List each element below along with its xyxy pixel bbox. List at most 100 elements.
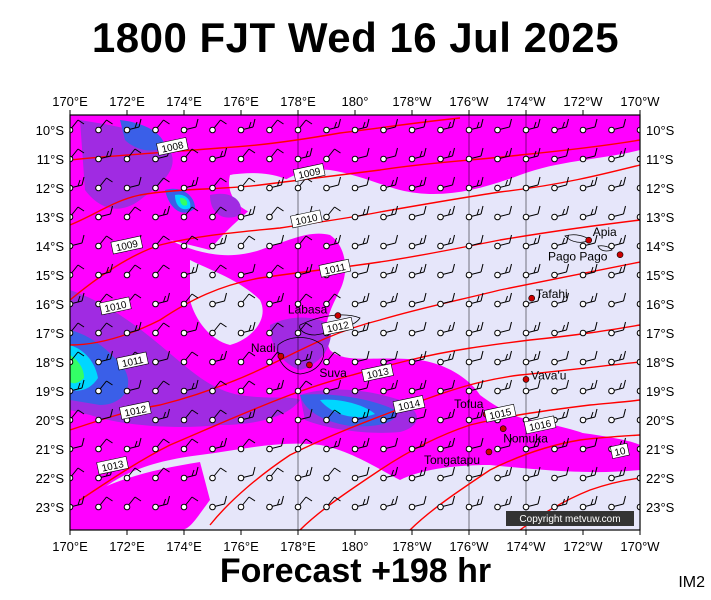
isobar-label-text: 1011 (323, 262, 347, 277)
wind-barb (465, 205, 484, 221)
wind-barb (152, 467, 170, 482)
wind-barb (323, 206, 341, 221)
wind-barb (294, 380, 313, 395)
wind-barb (608, 147, 626, 163)
isobar-label: 1011 (318, 258, 352, 278)
wind-barb (70, 292, 85, 308)
lat-tick-label-right: 22°S (646, 471, 675, 486)
isobar-label-text: 1010 (295, 213, 319, 228)
wind-barb (437, 292, 455, 308)
lat-tick-label-right: 12°S (646, 181, 675, 196)
wind-barb (465, 495, 484, 511)
place-label: Tongatapu (424, 453, 480, 467)
wind-barb (351, 408, 370, 424)
wind-barb (95, 438, 113, 453)
wind-barb (237, 177, 256, 192)
wind-barb (209, 177, 227, 192)
latitude-labels-right: 10°S 11°S 12°S 13°S 14°S 15°S 16°S 17°S 18°S 19°S… (646, 123, 675, 515)
wind-barb (70, 148, 85, 163)
wind-barb (636, 126, 640, 134)
wind-barb (294, 263, 313, 279)
wind-barb (522, 263, 541, 279)
rain-green-1 (70, 355, 84, 384)
copyright-text: Copyright metvuw.com (519, 514, 620, 525)
wind-barb (437, 321, 455, 337)
wind-barb (70, 437, 85, 453)
lon-tick-label-top: 172°E (109, 94, 145, 109)
isobar-label-text: 1010 (104, 300, 128, 315)
lon-tick-label-bottom: 174°E (166, 539, 202, 554)
wind-barb (380, 321, 398, 337)
map-title: 1800 FJT Wed 16 Jul 2025 (91, 14, 620, 61)
wind-barb (237, 438, 256, 453)
wind-barb (351, 321, 370, 337)
wind-barb (408, 437, 427, 453)
wind-barb (237, 496, 256, 511)
wind-barb (294, 408, 313, 424)
wind-barb (123, 118, 142, 134)
wind-barb (294, 350, 313, 366)
place-dot (585, 236, 593, 244)
wind-barb (494, 205, 512, 221)
wind-barb (209, 264, 227, 279)
wind-barb (437, 437, 455, 453)
isobar-label-text: 1015 (488, 407, 512, 422)
wind-barb (152, 119, 170, 134)
wind-barb (180, 496, 199, 511)
wind-barb (465, 147, 484, 163)
wind-barb (323, 148, 341, 163)
wind-barb (636, 387, 640, 395)
lon-tick-label-bottom: 176°E (223, 539, 259, 554)
wind-barb (494, 147, 512, 163)
wind-barb (494, 118, 512, 134)
wind-barb (636, 474, 640, 482)
wind-barb (551, 118, 569, 134)
wind-barb (209, 322, 227, 337)
isobar-label-text: 1012 (326, 320, 350, 335)
wind-barb (494, 234, 512, 250)
wind-barb (70, 495, 85, 511)
lat-tick-label-right: 10°S (646, 123, 675, 138)
isobar-1009 (70, 139, 640, 226)
wind-barb (209, 467, 227, 482)
wind-barb (494, 350, 512, 366)
wind-barb (180, 206, 199, 221)
lat-tick-label-left: 23°S (36, 500, 65, 515)
wind-barb (636, 242, 640, 250)
lon-tick-label-top: 174°E (166, 94, 202, 109)
wind-barb (608, 321, 626, 337)
wind-barb (380, 466, 398, 482)
isobar-label: 1010 (99, 296, 132, 316)
wind-barb (123, 148, 142, 163)
wind-barb (579, 147, 598, 163)
isobar-label: 1014 (392, 395, 426, 414)
wind-barb (636, 271, 640, 279)
wind-barb (266, 264, 284, 279)
wind-barb (551, 437, 569, 453)
wind-barb (123, 379, 142, 395)
wind-barb (180, 351, 199, 366)
wind-barb (266, 379, 284, 395)
place-label: Nadi (251, 341, 276, 355)
lon-tick-label-top: 178°E (280, 94, 316, 109)
wind-barb (522, 495, 541, 511)
wind-barb (437, 379, 455, 395)
lat-tick-label-left: 22°S (36, 471, 65, 486)
isobar-1008 (70, 117, 461, 161)
wind-barb (522, 437, 541, 453)
lon-tick-label-top: 178°W (392, 94, 432, 109)
place-label: Tofua (454, 397, 484, 411)
wind-barb (494, 292, 512, 308)
wind-barb (209, 292, 227, 308)
wind-barb (294, 293, 313, 308)
wind-barb (70, 322, 85, 337)
wind-barb (123, 496, 142, 511)
wind-barb (608, 176, 626, 192)
wind-barb (70, 176, 85, 192)
wind-barb (579, 437, 598, 453)
isobar-label: 10 (609, 442, 630, 459)
wind-barb (351, 292, 370, 308)
wind-barb (522, 466, 541, 482)
lon-tick-label-bottom: 178°W (392, 539, 432, 554)
wind-barb (579, 495, 598, 511)
